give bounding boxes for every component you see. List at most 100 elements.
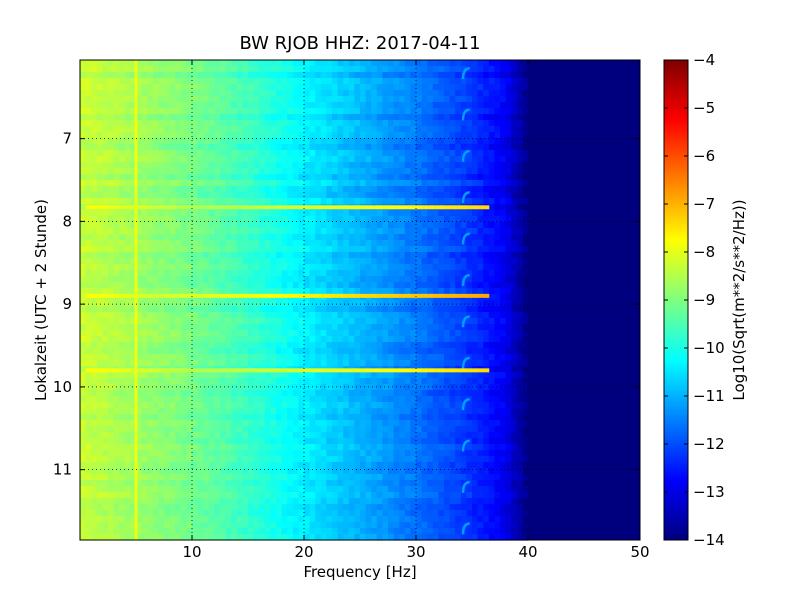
heatmap-cell <box>483 120 490 127</box>
heatmap-cell <box>399 60 406 67</box>
heatmap-cell <box>96 78 103 85</box>
heatmap-cell <box>365 330 372 337</box>
heatmap-cell <box>175 234 182 241</box>
heatmap-cell <box>236 66 243 73</box>
heatmap-cell <box>264 300 271 307</box>
heatmap-cell <box>309 150 316 157</box>
heatmap-cell <box>124 180 131 187</box>
heatmap-cell <box>113 90 120 97</box>
heatmap-cell <box>449 174 456 181</box>
heatmap-cell <box>152 168 159 175</box>
heatmap-cell <box>276 102 283 109</box>
heatmap-cell <box>432 150 439 157</box>
heatmap-cell <box>253 396 260 403</box>
heatmap-cell <box>320 282 327 289</box>
heatmap-cell <box>326 420 333 427</box>
heatmap-cell <box>259 138 266 145</box>
heatmap-cell <box>505 144 512 151</box>
heatmap-cell <box>505 246 512 253</box>
heatmap-cell <box>399 342 406 349</box>
heatmap-cell <box>511 114 518 121</box>
heatmap-cell <box>253 306 260 313</box>
heatmap-cell <box>483 282 490 289</box>
heatmap-cell <box>197 84 204 91</box>
heatmap-cell <box>236 252 243 259</box>
heatmap-cell <box>113 372 120 379</box>
heatmap-cell <box>231 390 238 397</box>
heatmap-cell <box>180 162 187 169</box>
heatmap-cell <box>225 348 232 355</box>
heatmap-cell <box>410 402 417 409</box>
heatmap-cell <box>309 90 316 97</box>
heatmap-cell <box>270 342 277 349</box>
heatmap-cell <box>147 198 154 205</box>
heatmap-cell <box>449 264 456 271</box>
heatmap-cell <box>298 168 305 175</box>
heatmap-cell <box>376 186 383 193</box>
heatmap-cell <box>354 234 361 241</box>
heatmap-cell <box>124 60 131 67</box>
heatmap-cell <box>460 300 467 307</box>
heatmap-cell <box>281 114 288 121</box>
heatmap-cell <box>438 120 445 127</box>
heatmap-cell <box>259 276 266 283</box>
heatmap-cell <box>505 306 512 313</box>
heatmap-cell <box>304 180 311 187</box>
heatmap-cell <box>287 156 294 163</box>
heatmap-cell <box>152 408 159 415</box>
heatmap-cell <box>130 384 137 391</box>
heatmap-cell <box>388 156 395 163</box>
heatmap-cell <box>483 414 490 421</box>
heatmap-cell <box>488 156 495 163</box>
heatmap-cell <box>175 306 182 313</box>
heatmap-cell <box>393 426 400 433</box>
heatmap-cell <box>432 102 439 109</box>
heatmap-cell <box>259 60 266 67</box>
heatmap-cell <box>348 66 355 73</box>
heatmap-cell <box>399 102 406 109</box>
heatmap-cell <box>203 414 210 421</box>
heatmap-cell <box>102 66 109 73</box>
heatmap-cell <box>169 258 176 265</box>
heatmap-cell <box>298 420 305 427</box>
heatmap-cell <box>192 150 199 157</box>
heatmap-cell <box>208 258 215 265</box>
heatmap-cell <box>214 240 221 247</box>
heatmap-cell <box>231 402 238 409</box>
heatmap-cell <box>444 420 451 427</box>
heatmap-cell <box>304 228 311 235</box>
heatmap-cell <box>438 228 445 235</box>
heatmap-cell <box>298 246 305 253</box>
heatmap-cell <box>136 402 143 409</box>
heatmap-cell <box>371 144 378 151</box>
heatmap-cell <box>236 180 243 187</box>
heatmap-cell <box>416 72 423 79</box>
heatmap-cell <box>432 132 439 139</box>
heatmap-cell <box>287 264 294 271</box>
heatmap-cell <box>315 408 322 415</box>
heatmap-cell <box>477 180 484 187</box>
heatmap-cell <box>180 216 187 223</box>
heatmap-cell <box>220 306 227 313</box>
heatmap-cell <box>158 240 165 247</box>
heatmap-cell <box>248 240 255 247</box>
heatmap-cell <box>108 186 115 193</box>
heatmap-cell <box>410 270 417 277</box>
heatmap-cell <box>444 168 451 175</box>
heatmap-cell <box>410 108 417 115</box>
heatmap-cell <box>130 282 137 289</box>
heatmap-cell <box>253 60 260 67</box>
heatmap-cell <box>438 216 445 223</box>
heatmap-cell <box>91 258 98 265</box>
heatmap-cell <box>119 360 126 367</box>
heatmap-cell <box>494 204 501 211</box>
heatmap-cell <box>281 144 288 151</box>
heatmap-cell <box>236 426 243 433</box>
heatmap-cell <box>248 282 255 289</box>
heatmap-cell <box>488 270 495 277</box>
heatmap-cell <box>432 426 439 433</box>
heatmap-cell <box>180 156 187 163</box>
heatmap-cell <box>488 102 495 109</box>
heatmap-cell <box>130 174 137 181</box>
heatmap-cell <box>130 306 137 313</box>
